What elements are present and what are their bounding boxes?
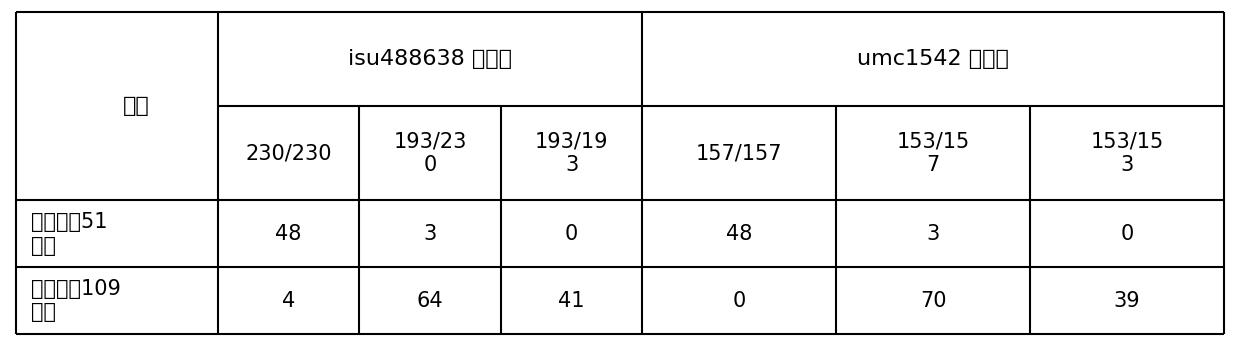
Text: 41: 41 <box>558 291 585 311</box>
Text: 48: 48 <box>275 224 301 244</box>
Text: 有叶舌（109
株）: 有叶舌（109 株） <box>31 279 122 322</box>
Text: 39: 39 <box>1114 291 1140 311</box>
Text: 3: 3 <box>424 224 436 244</box>
Text: 无叶舌（51
株）: 无叶舌（51 株） <box>31 212 108 256</box>
Text: isu488638 基因型: isu488638 基因型 <box>348 49 512 69</box>
Text: 70: 70 <box>920 291 946 311</box>
Text: 48: 48 <box>725 224 753 244</box>
Text: 193/19
3: 193/19 3 <box>534 132 609 175</box>
Text: 0: 0 <box>565 224 578 244</box>
Text: 193/23
0: 193/23 0 <box>393 132 466 175</box>
Text: 64: 64 <box>417 291 444 311</box>
Text: 3: 3 <box>926 224 940 244</box>
Text: 4: 4 <box>281 291 295 311</box>
Text: 153/15
3: 153/15 3 <box>1090 132 1163 175</box>
Text: 230/230: 230/230 <box>246 143 332 163</box>
Text: 153/15
7: 153/15 7 <box>897 132 970 175</box>
Text: 0: 0 <box>733 291 745 311</box>
Text: umc1542 基因型: umc1542 基因型 <box>857 49 1009 69</box>
Text: 表型: 表型 <box>123 96 150 116</box>
Text: 0: 0 <box>1120 224 1133 244</box>
Text: 157/157: 157/157 <box>696 143 782 163</box>
